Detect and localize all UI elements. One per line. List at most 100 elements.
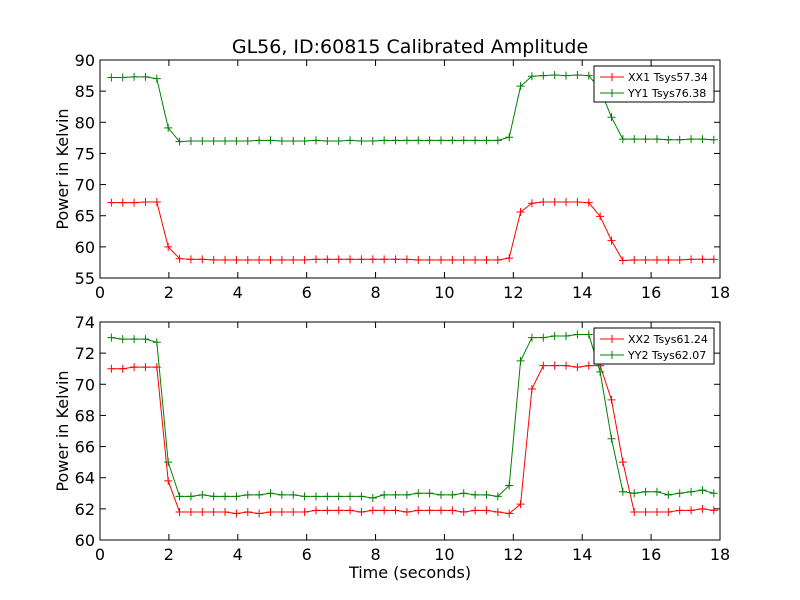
bottom-series-1-point	[459, 507, 468, 516]
bottom-series-1-point	[266, 507, 275, 516]
top-series-2-point	[186, 136, 195, 145]
top-series-1-point	[607, 236, 616, 245]
top-series-2-point	[471, 136, 480, 145]
bottom-series-2-point	[130, 335, 139, 344]
top-series-2-point	[562, 71, 571, 80]
top-series-1-point	[550, 198, 559, 207]
bottom-series-2-point	[550, 332, 559, 341]
bottom-series-2-point	[652, 487, 661, 496]
top-y-tick-label: 85	[75, 82, 95, 101]
bottom-series-1-point	[664, 507, 673, 516]
top-series-2-point	[300, 136, 309, 145]
bottom-y-tick-label: 74	[75, 313, 95, 332]
top-series-1-point	[482, 255, 491, 264]
bottom-series-1-point	[186, 507, 195, 516]
top-series-1-point	[414, 255, 423, 264]
bottom-y-tick-label: 72	[75, 344, 95, 363]
top-series-2-point	[539, 71, 548, 80]
top-series-1-point	[437, 255, 445, 264]
top-series-2-point	[175, 137, 184, 146]
top-y-tick-label: 60	[75, 238, 95, 257]
bottom-legend-box	[593, 327, 715, 365]
top-series-1-point	[255, 255, 264, 264]
top-x-tick-label: 8	[370, 283, 380, 302]
top-series-1-point	[584, 198, 593, 207]
bottom-series-2-point	[255, 490, 264, 499]
bottom-series-2-point	[118, 335, 127, 344]
bottom-series-2-point	[630, 489, 639, 498]
top-series-2-point	[380, 136, 389, 145]
bottom-series-2-point	[573, 330, 582, 339]
top-series-1-point	[664, 255, 673, 264]
bottom-x-tick-label: 12	[503, 545, 523, 564]
bottom-series-2-point	[243, 490, 252, 499]
bottom-legend-marker-1	[608, 335, 616, 343]
top-series-2-point	[527, 72, 536, 81]
top-series-1-point	[493, 255, 502, 264]
top-series-1-point	[368, 255, 377, 264]
bottom-y-tick-label: 70	[75, 375, 95, 394]
bottom-series-1-point	[607, 395, 616, 404]
top-series-2-point	[323, 136, 332, 145]
bottom-series-2-point	[311, 492, 320, 501]
top-series-1-point	[311, 255, 320, 264]
top-series-1-point	[277, 255, 286, 264]
bottom-y-axis-label: Power in Kelvin	[53, 370, 72, 491]
top-series-1-point	[505, 254, 514, 263]
top-series-2-point	[607, 113, 616, 122]
top-series-1-point	[289, 255, 298, 264]
bottom-series-1-point	[630, 507, 639, 516]
top-series-2-point	[459, 136, 468, 145]
top-series-1-point	[596, 212, 605, 221]
top-legend: XX1 Tsys57.34 YY1 Tsys76.38	[593, 65, 715, 103]
bottom-series-2-point	[164, 458, 173, 467]
top-series-1-point	[323, 255, 332, 264]
bottom-series-2-point	[152, 338, 161, 347]
bottom-x-tick-label: 18	[710, 545, 730, 564]
chart-title: GL56, ID:60815 Calibrated Amplitude	[232, 36, 588, 58]
top-series-1-point	[471, 255, 480, 264]
bottom-series-2-point	[505, 481, 514, 490]
bottom-series-1-point	[368, 506, 377, 515]
bottom-series-1-point	[709, 506, 718, 515]
bottom-series-1-point	[164, 476, 173, 485]
top-series-2-point	[550, 70, 559, 79]
bottom-series-2-point	[459, 489, 468, 498]
top-series-1-point	[164, 242, 173, 251]
bottom-series-1-point	[562, 361, 571, 370]
top-series-1-point	[118, 198, 127, 207]
top-panel: 0 2 4 6 8 10 12 14 16 18 55 60 65 70 75 80 85 90 Power in …	[53, 51, 730, 302]
top-series-1-point	[630, 255, 639, 264]
top-series-1-point	[357, 255, 366, 264]
top-series-2-point	[675, 135, 684, 144]
bottom-series-2-point	[516, 356, 525, 365]
top-series-1-point	[300, 255, 309, 264]
bottom-series-1-point	[573, 363, 582, 372]
top-series-2-point	[368, 136, 377, 145]
bottom-series-2-point	[300, 492, 309, 501]
top-series-2-point	[493, 136, 502, 145]
top-series-2-point	[346, 136, 355, 145]
bottom-series-1-point	[107, 364, 116, 373]
top-y-axis-label: Power in Kelvin	[53, 108, 72, 229]
top-y-tick-label: 90	[75, 51, 95, 70]
bottom-x-tick-label: 2	[164, 545, 174, 564]
bottom-series-2-point	[221, 492, 230, 501]
bottom-series-2-point	[607, 434, 616, 443]
bottom-series-2-point	[380, 490, 389, 499]
bottom-series-2-point	[266, 489, 275, 498]
top-series-1-point	[459, 255, 468, 264]
bottom-series-2-point	[186, 492, 195, 501]
top-x-tick-label: 16	[641, 283, 661, 302]
bottom-legend-marker-2	[608, 351, 616, 359]
bottom-series-2-point	[618, 487, 627, 496]
top-series-1-point	[266, 255, 275, 264]
bottom-series-1-point	[482, 506, 491, 515]
top-y-tick-label: 70	[75, 176, 95, 195]
top-series-1-point	[675, 255, 684, 264]
bottom-series-1-point	[652, 507, 661, 516]
bottom-x-tick-label: 6	[302, 545, 312, 564]
top-series-2-point	[391, 136, 400, 145]
bottom-series-1-point	[289, 507, 298, 516]
bottom-x-tick-label: 10	[434, 545, 454, 564]
